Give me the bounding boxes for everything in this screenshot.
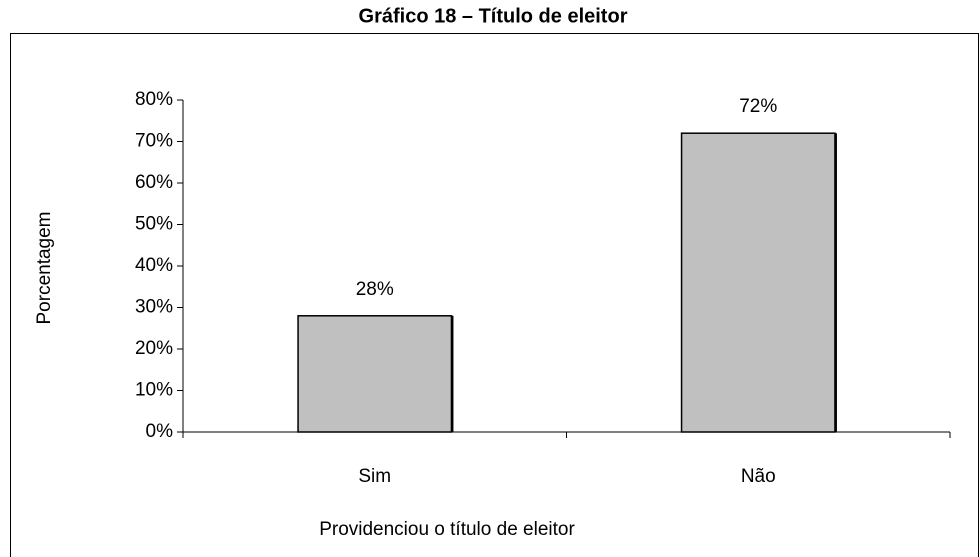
x-tick-label: Sim [358, 466, 391, 487]
y-tick-label: 80% [135, 89, 173, 110]
value-label: 72% [739, 96, 777, 117]
chart-frame [10, 33, 979, 557]
y-tick-label: 40% [135, 255, 173, 276]
y-tick-label: 60% [135, 172, 173, 193]
y-tick-label: 70% [135, 131, 173, 152]
y-tick-label: 50% [135, 214, 173, 235]
y-tick-label: 20% [135, 338, 173, 359]
x-tick-label: Não [741, 466, 776, 487]
y-tick-label: 10% [135, 380, 173, 401]
bar [297, 315, 453, 433]
value-label: 28% [356, 279, 394, 300]
bar [680, 132, 836, 433]
x-axis-label: Providenciou o título de eleitor [319, 519, 575, 540]
y-tick-label: 0% [146, 421, 174, 442]
y-tick-label: 30% [135, 297, 173, 318]
chart-title: Gráfico 18 – Título de eleitor [359, 5, 628, 27]
y-axis-label: Porcentagem [34, 211, 55, 324]
